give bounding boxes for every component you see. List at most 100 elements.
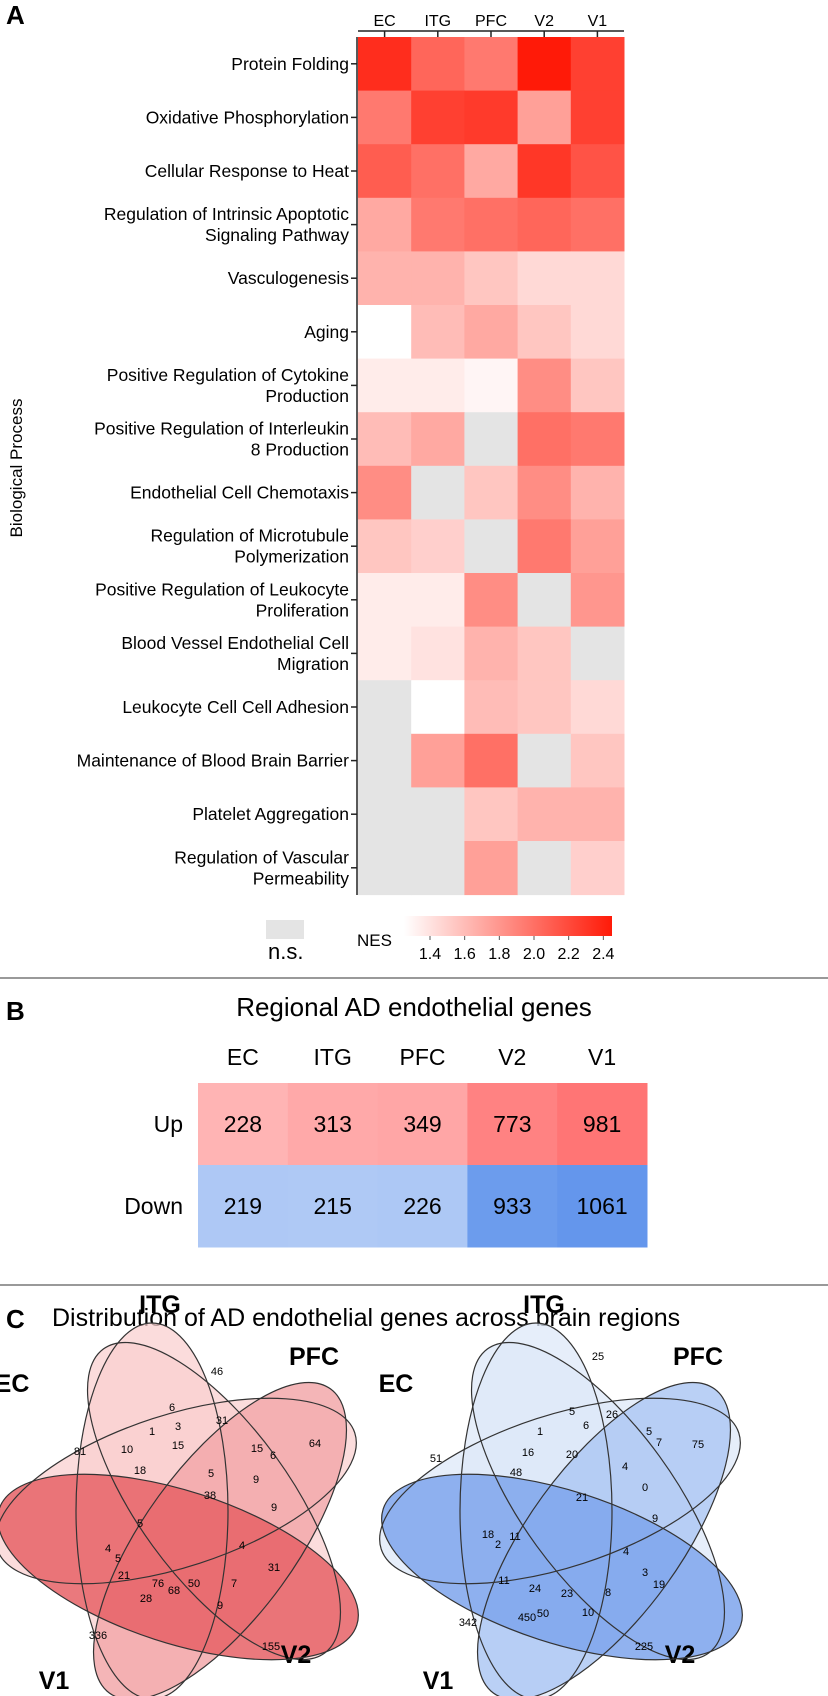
venn-region-count: 225	[635, 1641, 653, 1653]
heatmap-row-label: Permeability	[253, 868, 350, 888]
venn-region-count: 26	[606, 1409, 618, 1421]
heatmap-cell-ns	[411, 841, 465, 896]
venn-set-outline	[75, 1322, 229, 1696]
heatmap-cell	[411, 197, 465, 252]
venn-region-count: 5	[569, 1406, 575, 1418]
heatmap-cell	[570, 144, 625, 199]
heatmap-cell	[464, 358, 519, 413]
heatmap-row-label: Production	[265, 386, 349, 406]
heatmap-cell	[517, 197, 572, 252]
heatmap-row-label: Positive Regulation of Leukocyte	[95, 579, 349, 599]
heatmap-row-label: Cellular Response to Heat	[145, 161, 349, 181]
heatmap-row-label: Endothelial Cell Chemotaxis	[130, 483, 349, 503]
venn-set-outline	[0, 1473, 359, 1661]
heatmap-cell	[517, 251, 572, 306]
heatmap-cell	[464, 680, 519, 735]
heatmap-cell-ns	[570, 626, 625, 681]
heatmap-cell	[464, 197, 519, 252]
heatmap-cell	[411, 305, 465, 360]
venn-region-count: 75	[692, 1439, 704, 1451]
heatmap-row-label: Leukocyte Cell Cell Adhesion	[122, 697, 349, 717]
venn-region-count: 9	[652, 1513, 658, 1525]
table-cell	[287, 1083, 379, 1166]
table-column-header: V2	[498, 1044, 526, 1070]
colorbar-tick-label: 1.4	[419, 946, 441, 963]
venn-set-outline	[0, 1397, 357, 1585]
heatmap-cell	[464, 465, 519, 520]
heatmap-y-axis-title: Biological Process	[7, 399, 26, 538]
heatmap-cell	[517, 787, 572, 842]
table-cell-value: 981	[583, 1111, 621, 1137]
colorbar-tick-label: 2.2	[558, 946, 580, 963]
venn-region-count: 6	[169, 1402, 175, 1414]
heatmap-cell	[570, 573, 625, 628]
heatmap-cell	[358, 573, 412, 628]
venn-region-count: 9	[253, 1474, 259, 1486]
heatmap-cell	[464, 251, 519, 306]
colorbar-tick-label: 2.0	[523, 946, 545, 963]
heatmap-row-label: Migration	[277, 654, 349, 674]
venn-region-count: 15	[251, 1443, 263, 1455]
panel-b-letter: B	[6, 996, 25, 1026]
heatmap-cell-ns	[464, 412, 519, 467]
venn-region-count: 23	[561, 1588, 573, 1600]
heatmap-cell	[517, 626, 572, 681]
heatmap-cell	[411, 251, 465, 306]
heatmap-cell	[358, 412, 412, 467]
venn-region-count: 11	[509, 1531, 520, 1543]
nes-colorbar	[404, 916, 612, 936]
venn-region-count: 3	[642, 1567, 648, 1579]
table-cell	[467, 1165, 558, 1248]
venn-region-count: 5	[208, 1468, 214, 1480]
table-cell-value: 219	[224, 1193, 262, 1219]
venn-set-label: EC	[379, 1370, 414, 1398]
heatmap-cell	[464, 37, 519, 92]
venn-region-count: 9	[217, 1600, 223, 1612]
venn-set-outline	[470, 1341, 726, 1661]
venn-set-outline	[476, 1381, 732, 1696]
venn-region-count: 6	[270, 1450, 276, 1462]
heatmap-cells	[358, 37, 625, 896]
heatmap-row-label: Protein Folding	[231, 54, 349, 74]
heatmap-cell	[464, 787, 519, 842]
table-cell	[198, 1165, 289, 1248]
venn-region-count: 1	[537, 1426, 543, 1438]
venn-region-count: 18	[482, 1529, 494, 1541]
venn-region-count: 11	[498, 1575, 509, 1587]
venn-set-fill	[0, 1474, 359, 1660]
venn-region-count: 81	[74, 1446, 86, 1458]
panel-c-letter: C	[6, 1304, 25, 1334]
heatmap-row-labels: Protein Folding Oxidative Phosphorylation…	[77, 54, 357, 888]
venn-region-count: 19	[653, 1579, 665, 1591]
heatmap-cell	[517, 144, 572, 199]
heatmap-cell-ns	[358, 841, 412, 896]
heatmap-cell	[411, 573, 465, 628]
heatmap-row-label: Regulation of Vascular	[174, 847, 349, 867]
table-cell-value: 226	[403, 1193, 441, 1219]
venn-region-count: 64	[309, 1438, 321, 1450]
heatmap-cell	[517, 465, 572, 520]
venn-region-count: 155	[262, 1641, 280, 1653]
venn-region-count: 21	[576, 1492, 588, 1504]
table-cell-value: 773	[493, 1111, 531, 1137]
heatmap-cell	[464, 626, 519, 681]
venn-region-count: 50	[537, 1608, 549, 1620]
venn-region-count: 25	[592, 1351, 604, 1363]
venn-region-count: 38	[204, 1490, 216, 1502]
colorbar-tick-label: 1.6	[454, 946, 476, 963]
colorbar-tick-label: 2.4	[592, 946, 614, 963]
heatmap-row-label: Polymerization	[234, 547, 349, 567]
venn-region-count: 46	[211, 1366, 223, 1378]
table-row-label: Up	[154, 1111, 183, 1137]
heatmap-cell	[358, 37, 412, 92]
heatmap-cell	[570, 841, 625, 896]
heatmap-cell	[517, 680, 572, 735]
heatmap-row-label: Positive Regulation of Cytokine	[107, 365, 349, 385]
venn-region-count: 5	[646, 1426, 652, 1438]
table-cell	[287, 1165, 379, 1248]
heatmap-cell	[411, 680, 465, 735]
table-cell	[377, 1165, 468, 1248]
venn-region-count: 68	[168, 1585, 180, 1597]
heatmap-cell	[570, 465, 625, 520]
panel-a: A EC ITG PFC V2 V1 Biological Process Protei…	[6, 0, 625, 964]
